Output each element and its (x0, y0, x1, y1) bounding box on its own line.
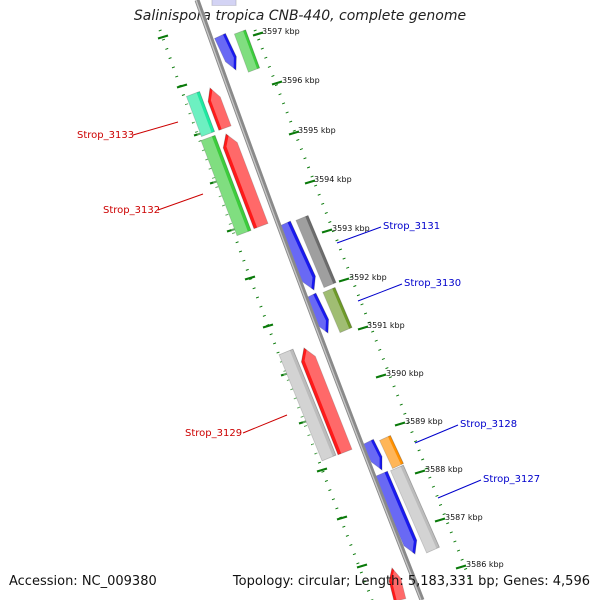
gene-pointer (336, 226, 382, 244)
major-tick (157, 34, 169, 40)
gene-strop-3129-gray-shine (275, 350, 333, 463)
gene-top-green-body (233, 29, 261, 73)
gene-strop-3133-red-body (207, 87, 232, 131)
gene-top-green-shine (231, 30, 258, 74)
kbp-label: 3586 kbp (466, 560, 504, 569)
gene-top-blue (212, 32, 237, 72)
gene-bottom-red (388, 567, 409, 600)
gene-top-blue-body (214, 32, 237, 71)
gene-strop-3127-gray-shine (387, 466, 437, 555)
major-tick (434, 517, 446, 523)
gene-strop-3132-red-shine (226, 132, 272, 228)
major-tick (252, 31, 264, 37)
gene-strop-3128-orange (377, 434, 404, 470)
scale-labels: 3597 kbp 3596 kbp 3595 kbp 3594 kbp 3593… (262, 27, 504, 569)
major-tick (336, 515, 348, 521)
gene-bottom-red-shine (391, 567, 409, 600)
gene-strop-3132-red (222, 132, 272, 230)
gene-pointer (132, 121, 179, 136)
gene-top-lavender-shine (212, 0, 236, 8)
gene-strop-3130-olive-body (322, 286, 353, 334)
kbp-label: 3597 kbp (262, 27, 300, 36)
major-tick (357, 325, 369, 331)
kbp-label: 3591 kbp (367, 321, 405, 330)
gene-pointer (157, 193, 204, 211)
major-tick (394, 421, 406, 427)
major-tick (271, 80, 283, 86)
gene-strop-3133-red-shine (210, 86, 234, 130)
genome-summary: Topology: circular; Length: 5,183,331 bp… (232, 574, 590, 589)
gene-strop-3133-teal-body (185, 91, 216, 137)
gene-strop-3129-red-body (301, 347, 353, 456)
kbp-label: 3590 kbp (386, 369, 424, 378)
gene-top-blue-shine (212, 34, 234, 72)
gene-label: Strop_3127 (483, 474, 540, 485)
major-tick (356, 563, 368, 569)
gene-strop-3131-gray (293, 214, 337, 289)
gene-strop-3131-gray-shine (293, 216, 334, 289)
accession-label: Accession: NC_009380 (9, 574, 157, 589)
major-tick (304, 179, 316, 185)
gene-strop-3130-olive (320, 286, 353, 334)
gene-strop-3131-gray-body (295, 214, 337, 289)
gene-strop-3132-green (197, 134, 252, 237)
gene-top-lavender-body (211, 0, 237, 6)
gene-strop-3127-gray-body (390, 464, 440, 554)
genome-title: Salinispora tropica CNB-440, complete ge… (133, 8, 467, 24)
gene-strop-3129-gray-body (278, 348, 337, 462)
major-tick (316, 467, 328, 473)
gene-strop-3132-red-body (222, 133, 269, 230)
gene-top-green (231, 29, 261, 74)
gene-strop-3133-teal (183, 91, 216, 138)
major-tick (375, 373, 387, 379)
gene-top-lavender (211, 0, 237, 8)
gene-features (183, 0, 440, 600)
genome-backbone (194, 0, 425, 600)
kbp-label: 3588 kbp (425, 465, 463, 474)
gene-label: Strop_3133 (77, 130, 134, 141)
gene-label: Strop_3131 (383, 221, 440, 232)
gene-strop-3133-teal-shine (183, 92, 212, 138)
gene-label: Strop_3130 (404, 278, 461, 289)
gene-strop-3127-blue-body (374, 470, 418, 555)
gene-bottom-red-body (388, 567, 407, 600)
gene-strop-3130-olive-shine (320, 288, 350, 334)
gene-strop-3129-gray (275, 348, 337, 463)
gene-pointer (437, 479, 482, 499)
kbp-label: 3594 kbp (314, 175, 352, 184)
major-tick (176, 83, 188, 89)
gene-strop-3132-green-body (200, 134, 252, 237)
kbp-label: 3595 kbp (298, 126, 336, 135)
gene-strop-3132-green-shine (197, 136, 248, 237)
gene-strop-3127-gray (387, 464, 440, 555)
gene-label: Strop_3128 (460, 419, 517, 430)
gene-pointer (414, 424, 459, 444)
gene-label: Strop_3132 (103, 205, 160, 216)
kbp-label: 3587 kbp (445, 513, 483, 522)
gene-strop-3128-orange-shine (377, 436, 401, 470)
gene-strop-3129-red-shine (304, 346, 356, 454)
gene-labels: Strop_3133 Strop_3132 Strop_3131 Strop_3… (77, 121, 540, 499)
major-tick (244, 275, 256, 281)
kbp-label: 3593 kbp (332, 224, 370, 233)
gene-label: Strop_3129 (185, 428, 242, 439)
major-tick (288, 130, 300, 136)
kbp-label: 3596 kbp (282, 76, 320, 85)
gene-strop-3128-blue-body (362, 438, 383, 471)
kbp-label: 3589 kbp (405, 417, 443, 426)
major-tick (414, 469, 426, 475)
gene-strop-3129-red (301, 346, 356, 456)
gene-pointer (242, 414, 288, 434)
minor-tick-row (253, 29, 472, 581)
major-tick (455, 564, 467, 570)
gene-strop-3128-orange-body (379, 434, 404, 470)
major-tick (321, 228, 333, 234)
kbp-label: 3592 kbp (349, 273, 387, 282)
gene-pointer (357, 283, 403, 302)
major-tick (262, 323, 274, 329)
gene-strop-3133-red (207, 86, 234, 131)
major-tick (338, 277, 350, 283)
